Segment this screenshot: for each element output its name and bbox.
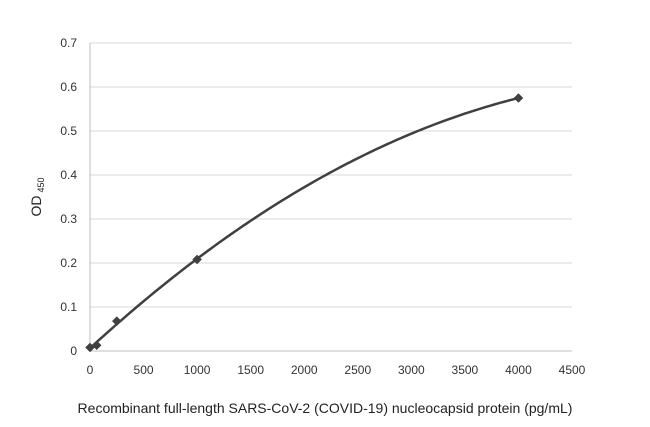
- y-axis-title: OD 450: [28, 177, 46, 216]
- x-tick-label: 2000: [291, 363, 318, 377]
- y-tick-label: 0.2: [60, 256, 77, 270]
- data-point: [192, 254, 202, 265]
- y-tick-label: 0.1: [60, 300, 77, 314]
- x-tick-labels: 0 500 1000 1500 2000 2500 3000 3500 4000 4500: [87, 363, 586, 377]
- x-tick-label: 4500: [559, 363, 586, 377]
- fit-curve-layer: [89, 96, 519, 350]
- y-tick-label: 0.7: [60, 36, 77, 50]
- x-tick-label: 4000: [505, 363, 532, 377]
- data-point: [91, 340, 102, 351]
- x-tick-label: 3500: [452, 363, 479, 377]
- x-tick-label: 2500: [344, 363, 371, 377]
- x-tick-label: 1000: [184, 363, 211, 377]
- gridlines: [90, 42, 572, 308]
- y-tick-label: 0.6: [60, 80, 77, 94]
- x-tick-label: 500: [134, 363, 154, 377]
- y-tick-label: 0: [70, 344, 77, 358]
- y-tick-label: 0.5: [60, 124, 77, 138]
- y-tick-labels: 0 0.1 0.2 0.3 0.4 0.5 0.6 0.7: [60, 36, 77, 358]
- data-point: [111, 316, 122, 326]
- axes: [89, 43, 572, 352]
- y-tick-label: 0.4: [60, 168, 77, 182]
- x-tick-label: 1500: [237, 363, 264, 377]
- x-tick-label: 3000: [398, 363, 425, 377]
- x-tick-label: 0: [87, 363, 94, 377]
- x-axis-title: Recombinant full-length SARS-CoV-2 (COVI…: [78, 400, 573, 416]
- data-point: [513, 93, 524, 103]
- y-tick-label: 0.3: [60, 212, 77, 226]
- y-axis-title-main: OD: [28, 196, 44, 217]
- fit-curve: [89, 96, 519, 350]
- data-points: [85, 93, 524, 353]
- y-axis-title-subscript: 450: [36, 177, 46, 192]
